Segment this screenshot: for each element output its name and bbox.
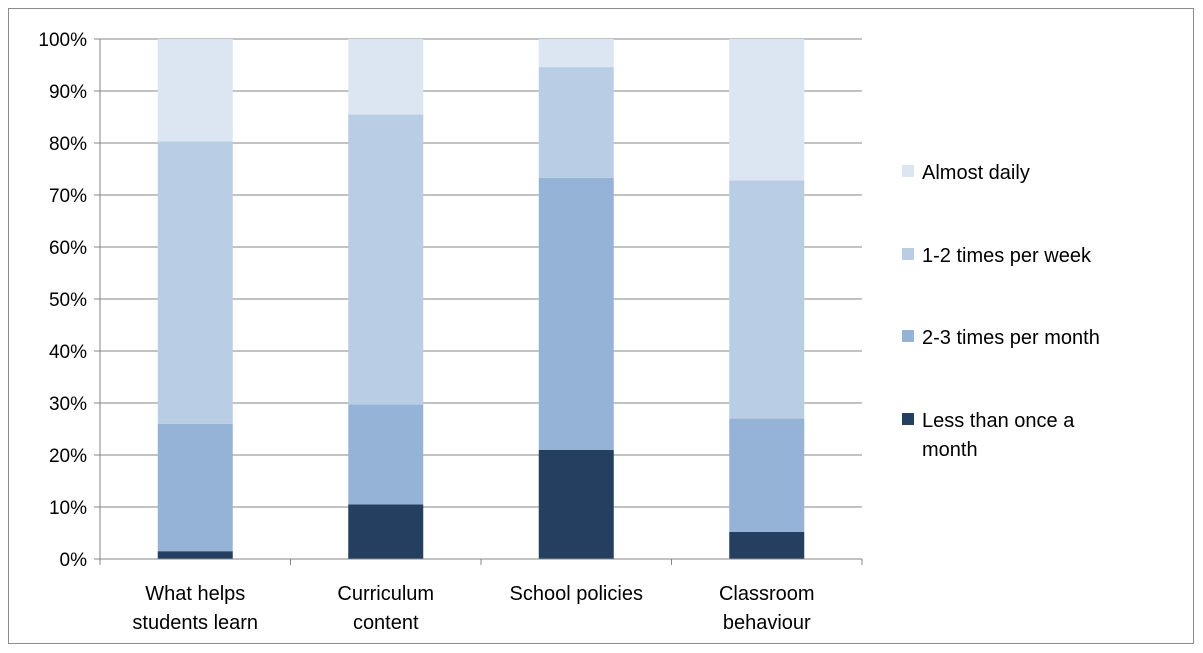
y-tick-label: 10% xyxy=(49,498,87,519)
bar-segment xyxy=(157,551,233,559)
bar-segment xyxy=(348,404,424,505)
bar-segment xyxy=(538,449,614,559)
y-tick-label: 80% xyxy=(49,134,87,155)
y-tick-label: 0% xyxy=(60,550,88,571)
bar-segment xyxy=(538,67,614,178)
y-tick-label: 60% xyxy=(49,238,87,259)
y-tick-label: 70% xyxy=(49,186,87,207)
bar-segment xyxy=(729,180,805,419)
x-category-label: What helps students learn xyxy=(132,583,258,634)
legend-swatch xyxy=(902,165,914,177)
bar-segment xyxy=(729,39,805,181)
bar-segment xyxy=(348,39,424,115)
bar-segment xyxy=(729,418,805,532)
y-tick-label: 40% xyxy=(49,342,87,363)
legend-label: 1-2 times per week xyxy=(922,245,1092,267)
legend-label: Almost daily xyxy=(922,162,1030,184)
legend-swatch xyxy=(902,330,914,342)
bar-segment xyxy=(348,114,424,405)
x-category-label: School policies xyxy=(510,583,643,605)
bar-segment xyxy=(729,531,805,559)
bar-segment xyxy=(157,423,233,552)
legend-label: 2-3 times per month xyxy=(922,327,1100,349)
y-tick-label: 100% xyxy=(38,30,87,51)
legend-swatch xyxy=(902,413,914,425)
bar-segment xyxy=(348,504,424,559)
bar-segment xyxy=(538,39,614,68)
bar-segment xyxy=(538,177,614,450)
bar-segment xyxy=(157,39,233,142)
y-tick-label: 90% xyxy=(49,82,87,103)
x-category-label: Classroom behaviour xyxy=(719,583,815,634)
legend-swatch xyxy=(902,248,914,260)
y-tick-label: 30% xyxy=(49,394,87,415)
y-tick-label: 50% xyxy=(49,290,87,311)
x-category-label: Curriculum content xyxy=(337,583,434,634)
bar-segment xyxy=(157,141,233,424)
legend-label: Less than once a month xyxy=(922,410,1075,461)
y-tick-label: 20% xyxy=(49,446,87,467)
